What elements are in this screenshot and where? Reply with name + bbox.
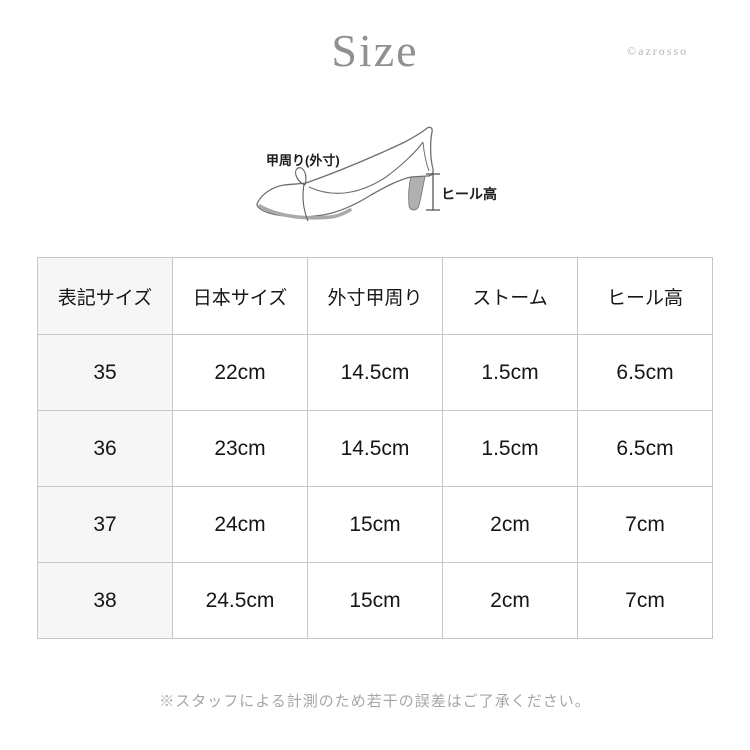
table-cell: 24.5cm bbox=[172, 562, 308, 639]
table-cell: 15cm bbox=[307, 562, 443, 639]
table-row: 38 24.5cm 15cm 2cm 7cm bbox=[37, 562, 713, 639]
table-cell: 37 bbox=[37, 486, 173, 563]
topline-inner-edge bbox=[308, 141, 424, 194]
table-cell: 14.5cm bbox=[307, 334, 443, 411]
table-cell: 14.5cm bbox=[307, 410, 443, 487]
table-cell: 7cm bbox=[577, 486, 713, 563]
table-row: 35 22cm 14.5cm 1.5cm 6.5cm bbox=[37, 334, 713, 411]
size-table: 表記サイズ 日本サイズ 外寸甲周り ストーム ヒール高 35 22cm 14.5cm 1.5c… bbox=[37, 257, 713, 639]
table-cell: 23cm bbox=[172, 410, 308, 487]
column-header: 外寸甲周り bbox=[307, 257, 443, 335]
table-cell: 36 bbox=[37, 410, 173, 487]
column-header: ストーム bbox=[442, 257, 578, 335]
column-header: 表記サイズ bbox=[37, 257, 173, 335]
sole-shading bbox=[258, 204, 352, 220]
table-cell: 1.5cm bbox=[442, 334, 578, 411]
table-cell: 2cm bbox=[442, 486, 578, 563]
pump-shoe-illustration bbox=[256, 126, 440, 222]
measurement-note: ※スタッフによる計測のため若干の誤差はご了承ください。 bbox=[159, 693, 591, 710]
size-table-head-row: 表記サイズ 日本サイズ 外寸甲周り ストーム ヒール高 bbox=[37, 257, 713, 335]
girth-label: 甲周り(外寸) bbox=[266, 153, 340, 168]
page-title: Size bbox=[331, 25, 419, 76]
table-cell: 2cm bbox=[442, 562, 578, 639]
column-header: 日本サイズ bbox=[172, 257, 308, 335]
table-row: 37 24cm 15cm 2cm 7cm bbox=[37, 486, 713, 563]
table-cell: 24cm bbox=[172, 486, 308, 563]
table-cell: 22cm bbox=[172, 334, 308, 411]
heel-shape bbox=[408, 174, 426, 211]
table-cell: 1.5cm bbox=[442, 410, 578, 487]
table-row: 36 23cm 14.5cm 1.5cm 6.5cm bbox=[37, 410, 713, 487]
heel-height-label: ヒール高 bbox=[441, 186, 497, 202]
table-cell: 6.5cm bbox=[577, 410, 713, 487]
table-cell: 38 bbox=[37, 562, 173, 639]
table-cell: 6.5cm bbox=[577, 334, 713, 411]
watermark: ©azrosso bbox=[627, 44, 689, 58]
table-cell: 35 bbox=[37, 334, 173, 411]
pump-shoe-outline bbox=[256, 126, 434, 218]
instep-band bbox=[302, 183, 309, 222]
column-header: ヒール高 bbox=[577, 257, 713, 335]
table-cell: 15cm bbox=[307, 486, 443, 563]
shoe-diagram: 甲周り(外寸) ヒール高 bbox=[245, 108, 505, 243]
heel-height-bracket bbox=[426, 173, 440, 211]
table-cell: 7cm bbox=[577, 562, 713, 639]
size-table-container: 表記サイズ 日本サイズ 外寸甲周り ストーム ヒール高 35 22cm 14.5cm 1.5c… bbox=[37, 257, 713, 639]
instep-band-loop bbox=[295, 167, 307, 186]
heel-counter-inner-line bbox=[422, 141, 430, 172]
